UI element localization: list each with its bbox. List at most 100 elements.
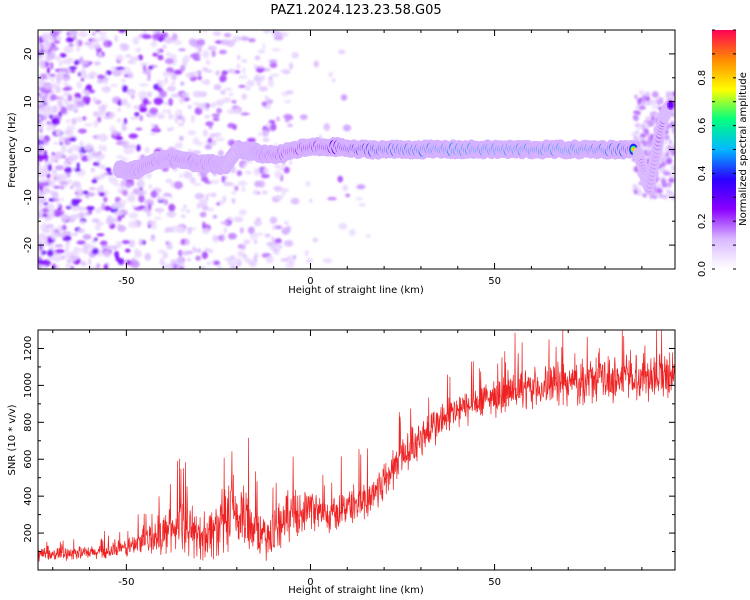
spectrogram-ylabel: Frequency (Hz) [7,112,18,188]
spectrogram-speckle [187,226,193,235]
spectrogram-speckle [120,78,127,83]
spectrogram-speckle [645,93,651,98]
spectrogram-speckle [38,256,42,262]
spectrogram-speckle [355,197,363,201]
spectrogram-speckle [46,66,50,74]
spectrogram-speckle [42,44,50,52]
spectrogram-speckle [266,122,271,129]
spectrogram-speckle [267,79,275,88]
spectrogram-speckle [231,99,237,104]
spectrogram-speckle [65,239,70,247]
spectrogram-speckle [638,105,646,111]
spectrogram-speckle [91,218,100,223]
spectrogram-speckle [224,181,235,187]
spectrogram-speckle [97,133,103,141]
spectrogram-speckle [201,251,209,259]
spectrogram-speckle [47,163,52,172]
spectrogram-speckle [244,170,252,175]
spectrogram-speckle [202,50,210,59]
colorbar-ticks: 0.0 0.2 0.4 0.6 0.8 [697,29,736,277]
spectrogram-speckle [38,60,46,69]
spectrogram-speckle [240,36,250,41]
spectrogram-speckle [148,202,152,211]
spectrogram-speckle [38,102,44,109]
spectrogram-speckle [290,197,300,205]
spectrogram-speckle [86,156,92,160]
spectrogram-speckle [285,225,291,233]
spectrogram-speckle [166,210,176,218]
spectrogram-speckle [60,209,65,216]
spectrogram-speckle [328,71,334,78]
spectrogram-speckle [280,69,290,73]
spectrogram-speckle [233,107,240,115]
spectrogram-speckle [280,257,290,263]
spectrogram-speckle [273,185,282,191]
spectrogram-speckle [365,234,371,238]
spectrogram-speckle [241,186,246,193]
spectrogram-speckle [111,130,119,136]
spectrogram-speckle [209,103,217,107]
spectrogram-speckle [49,94,57,101]
spectrogram-speckle [220,39,230,46]
spectrogram-speckle [338,49,346,55]
spectrogram-speckle [648,123,652,128]
spectrogram-speckle [191,117,195,123]
spectrogram-speckle [157,249,166,254]
spectrogram-speckle [144,147,150,154]
spectrogram-speckle [211,50,216,58]
spectrogram-speckle [45,224,54,228]
spectrogram-speckle [91,247,99,255]
spectrogram-speckle [102,144,107,152]
spectrogram-speckle [170,81,176,86]
spectrogram-speckle [178,97,185,104]
spectrogram-speckle [91,178,98,184]
spectrogram-speckle [244,257,251,263]
spectrogram-speckle [97,74,105,80]
spectrogram-speckle [192,246,197,253]
spectrogram-xtick-label: -50 [118,276,134,287]
spectrogram-speckle [256,191,261,195]
spectrogram-speckle [56,203,61,208]
spectrogram-speckle [47,236,52,244]
spectrogram-speckle [285,116,294,120]
spectrogram-speckle [172,263,178,269]
spectrogram-speckle [47,256,56,261]
spectrogram-speckle [645,140,652,146]
spectrogram-speckle [55,73,63,82]
spectrogram-speckle [280,32,289,37]
spectrogram-speckle [207,137,213,144]
snr-ytick-label: 600 [23,450,34,469]
spectrogram-speckle [167,127,171,132]
spectrogram-speckle [56,225,64,230]
spectrogram-speckle [358,202,366,207]
spectrogram-speckle [205,59,211,66]
spectrogram-speckle [142,64,147,71]
snr-ytick-label: 1200 [23,336,34,361]
spectrogram-speckle [342,184,348,192]
spectrogram-speckle [260,173,270,179]
spectrogram-speckle [263,167,270,175]
spectrogram-speckle [55,130,62,136]
spectrogram-speckle [165,227,174,233]
spectrogram-speckle [79,60,90,65]
spectrogram-speckle [633,189,638,195]
spectrogram-speckle [254,55,261,61]
spectrogram-speckle [208,249,214,254]
spectrogram-speckle [91,38,101,44]
spectrogram-speckle [305,180,311,187]
spectrogram-speckle [174,57,178,65]
spectrogram-speckle [98,36,108,42]
spectrogram-speckle [178,249,183,257]
spectrogram-speckle [253,239,258,244]
spectrogram-speckle [274,225,283,230]
spectrogram-speckle [186,209,190,214]
spectrogram-speckle [237,54,241,61]
spectrogram-speckle [176,225,186,234]
spectrogram-speckle [213,260,221,266]
spectrogram-speckle [67,94,73,102]
spectrogram-speckle [642,192,646,196]
spectrogram-speckle [182,204,188,209]
spectrogram-speckle [38,179,43,184]
spectrogram-speckle [660,161,667,168]
